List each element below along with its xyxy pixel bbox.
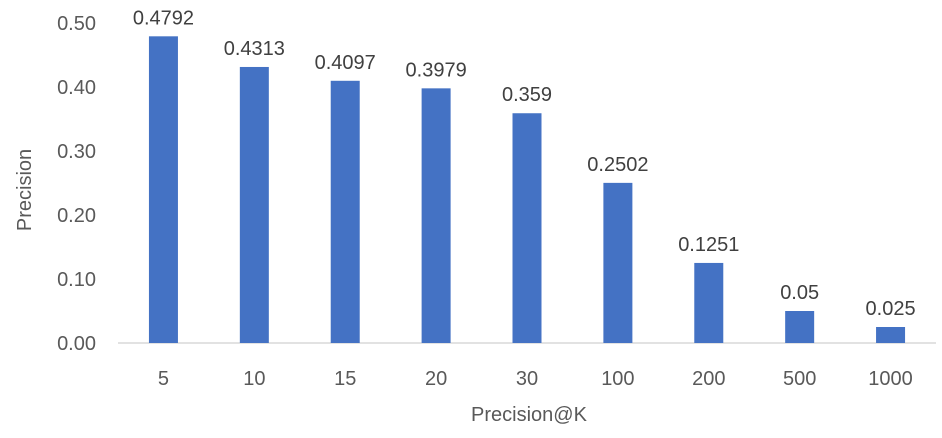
x-tick-label: 30	[516, 368, 538, 390]
bar	[603, 182, 633, 343]
y-tick-label: 0.50	[57, 13, 96, 35]
x-axis-title: Precision@K	[471, 404, 588, 426]
bar	[148, 36, 178, 343]
y-tick-label: 0.20	[57, 205, 96, 227]
y-tick-label: 0.00	[57, 333, 96, 355]
x-tick-label: 5	[158, 368, 169, 390]
bar-value-label: 0.1251	[678, 234, 739, 256]
y-axis-title: Precision	[14, 149, 36, 231]
bar-value-label: 0.025	[866, 298, 916, 320]
data-labels-group: 0.4792 0.4313 0.4097 0.3979 0.359 0.2502 0.125…	[133, 7, 916, 320]
bar-value-label: 0.4792	[133, 7, 194, 29]
x-axis-ticks: 5 10 15 20 30 100 200 500 1000	[158, 368, 913, 390]
bars-group	[148, 36, 906, 344]
x-tick-label: 100	[601, 368, 634, 390]
x-tick-label: 500	[783, 368, 816, 390]
bar-value-label: 0.359	[502, 84, 552, 106]
bar-value-label: 0.4097	[315, 52, 376, 74]
bar	[785, 311, 815, 343]
bar	[694, 262, 724, 343]
y-tick-label: 0.10	[57, 269, 96, 291]
bar	[239, 66, 269, 343]
bar	[330, 80, 360, 344]
bar	[421, 88, 451, 344]
bar-value-label: 0.3979	[406, 59, 467, 81]
bar	[512, 113, 542, 344]
y-tick-label: 0.40	[57, 77, 96, 99]
bar	[876, 327, 906, 343]
x-tick-label: 10	[243, 368, 265, 390]
bar-value-label: 0.05	[780, 282, 819, 304]
x-tick-label: 1000	[868, 368, 913, 390]
x-tick-label: 15	[334, 368, 356, 390]
x-tick-label: 200	[692, 368, 725, 390]
bar-value-label: 0.4313	[224, 38, 285, 60]
x-tick-label: 20	[425, 368, 447, 390]
y-axis-ticks: 0.00 0.10 0.20 0.30 0.40 0.50	[57, 13, 96, 355]
y-tick-label: 0.30	[57, 141, 96, 163]
bar-value-label: 0.2502	[587, 154, 648, 176]
